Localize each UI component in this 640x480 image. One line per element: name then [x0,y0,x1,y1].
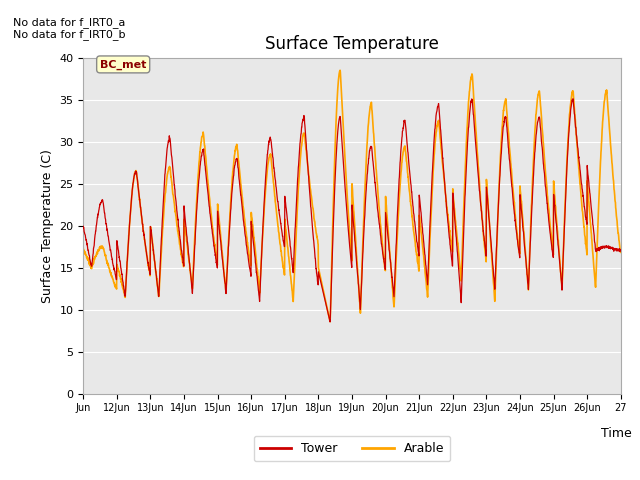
Text: No data for f_IRT0_a: No data for f_IRT0_a [13,17,125,28]
Text: No data for f_IRT0_b: No data for f_IRT0_b [13,29,125,40]
X-axis label: Time: Time [601,427,632,440]
Legend: Tower, Arable: Tower, Arable [253,436,451,461]
Text: BC_met: BC_met [100,60,147,70]
Y-axis label: Surface Temperature (C): Surface Temperature (C) [41,149,54,302]
Title: Surface Temperature: Surface Temperature [265,35,439,53]
